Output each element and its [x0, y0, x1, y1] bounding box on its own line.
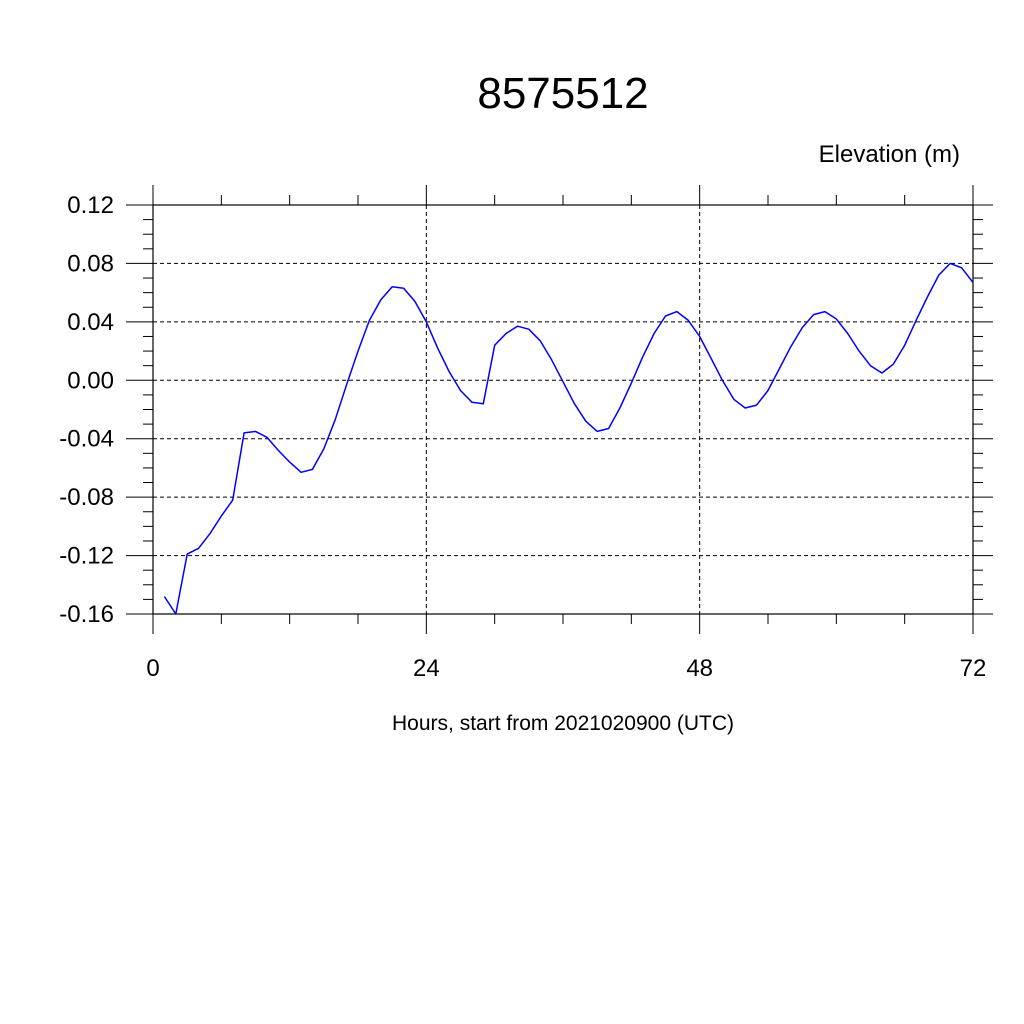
y-tick-label: -0.08 — [59, 484, 114, 511]
x-axis-label: Hours, start from 2021020900 (UTC) — [392, 712, 734, 735]
chart-subtitle: Elevation (m) — [819, 141, 960, 168]
y-tick-label: 0.08 — [67, 250, 114, 277]
y-tick-label: -0.12 — [59, 543, 114, 570]
y-tick-label: 0.00 — [67, 367, 114, 394]
series-layer — [163, 262, 974, 615]
x-tick-label: 72 — [960, 655, 987, 682]
y-tick-labels: 0.12 0.08 0.04 0.00 -0.04 -0.08 -0.12 -0.16 — [59, 192, 114, 628]
axis-ticks — [126, 185, 993, 634]
x-tick-label: 0 — [146, 655, 159, 682]
x-tick-label: 48 — [686, 655, 713, 682]
x-tick-labels: 0 24 48 72 — [146, 655, 986, 682]
y-tick-label: -0.04 — [59, 426, 114, 453]
series-line — [163, 262, 974, 615]
grid-lines — [152, 204, 974, 615]
chart-title: 8575512 — [477, 69, 648, 118]
y-tick-label: 0.04 — [67, 309, 114, 336]
x-tick-label: 24 — [413, 655, 440, 682]
y-tick-label: 0.12 — [67, 192, 114, 219]
plot-frame — [152, 204, 974, 615]
y-tick-label: -0.16 — [59, 601, 114, 628]
